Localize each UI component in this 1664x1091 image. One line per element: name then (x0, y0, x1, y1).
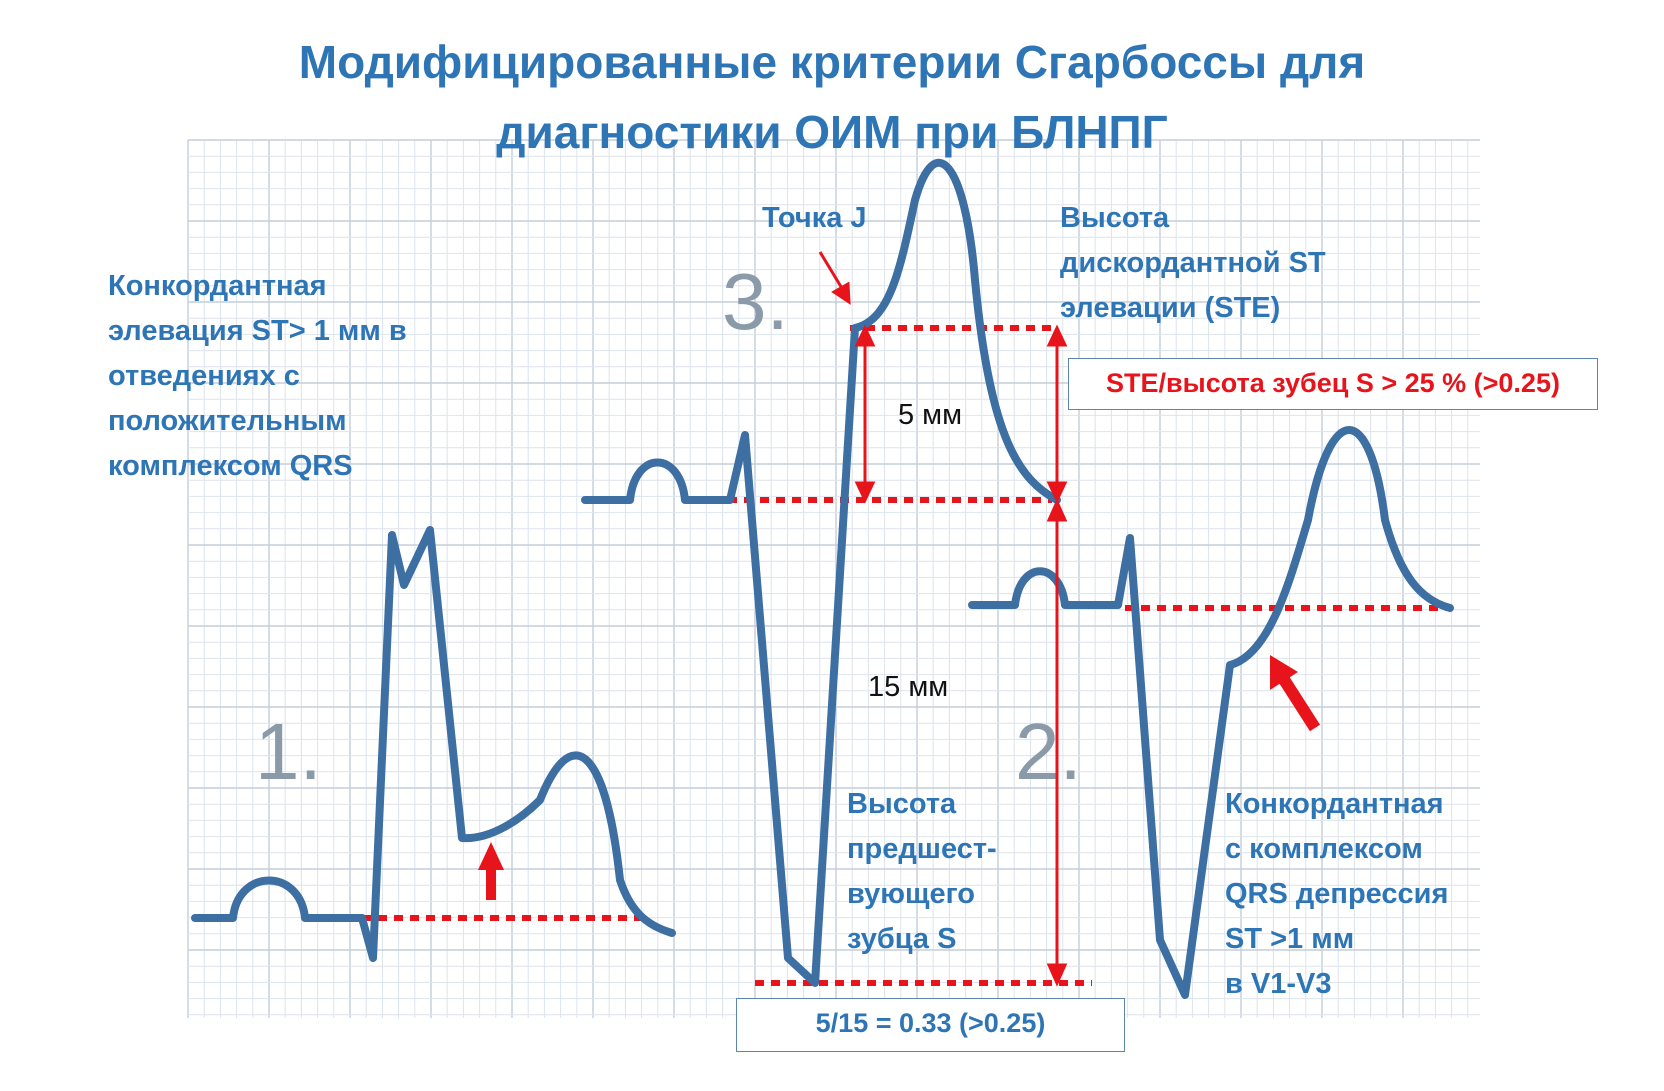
ratio-rule-box: STE/высота зубец S > 25 % (>0.25) (1068, 358, 1598, 410)
complex-number-1: 1. (255, 707, 322, 796)
measurement-arrows (818, 251, 1068, 987)
ste-arrow-right-head-down (1046, 481, 1068, 504)
ratio-result-box: 5/15 = 0.33 (>0.25) (736, 998, 1125, 1052)
ecg-trace-3 (581, 158, 1061, 987)
s-wave-measurement: 15 мм (868, 671, 949, 703)
s-wave-arrow-head-up (1046, 498, 1068, 522)
depression-arrow-shaft (1277, 674, 1321, 732)
s-wave-height-label: Высота предшест- вующего зубца S (847, 788, 997, 955)
elevation-arrow-shaft (486, 868, 496, 900)
j-point-label: Точка J (762, 202, 867, 234)
ste-arrow-left-head-down (854, 481, 876, 504)
j-point-arrow (818, 251, 845, 291)
indicator-arrows (478, 655, 1321, 900)
concordant-depression-label: Конкордантная с комплексом QRS депрессия… (1225, 788, 1449, 1000)
ecg-grid (187, 139, 1480, 1018)
ste-arrow-left-head-up (854, 324, 876, 347)
s-wave-arrow-head-down (1046, 963, 1068, 987)
ste-measurement: 5 мм (898, 399, 963, 431)
page-title-line-1: Модифицированные критерии Сгарбоссы для (298, 36, 1366, 88)
ecg-trace-1 (191, 526, 676, 962)
concordant-elevation-label: Конкордантная элевация ST> 1 мм в отведе… (108, 270, 407, 482)
page-title-line-2: диагностики ОИМ при БЛНПГ (496, 106, 1168, 158)
elevation-arrow-head (478, 842, 504, 870)
j-point-arrow-head (831, 281, 851, 305)
depression-arrow-head (1270, 655, 1298, 690)
complex-number-2: 2. (1015, 707, 1082, 796)
ste-arrow-right-head-up (1046, 324, 1068, 347)
complex-number-3: 3. (722, 257, 789, 346)
discordant-ste-label: Высота дискордантной ST элевации (STE) (1060, 202, 1326, 324)
